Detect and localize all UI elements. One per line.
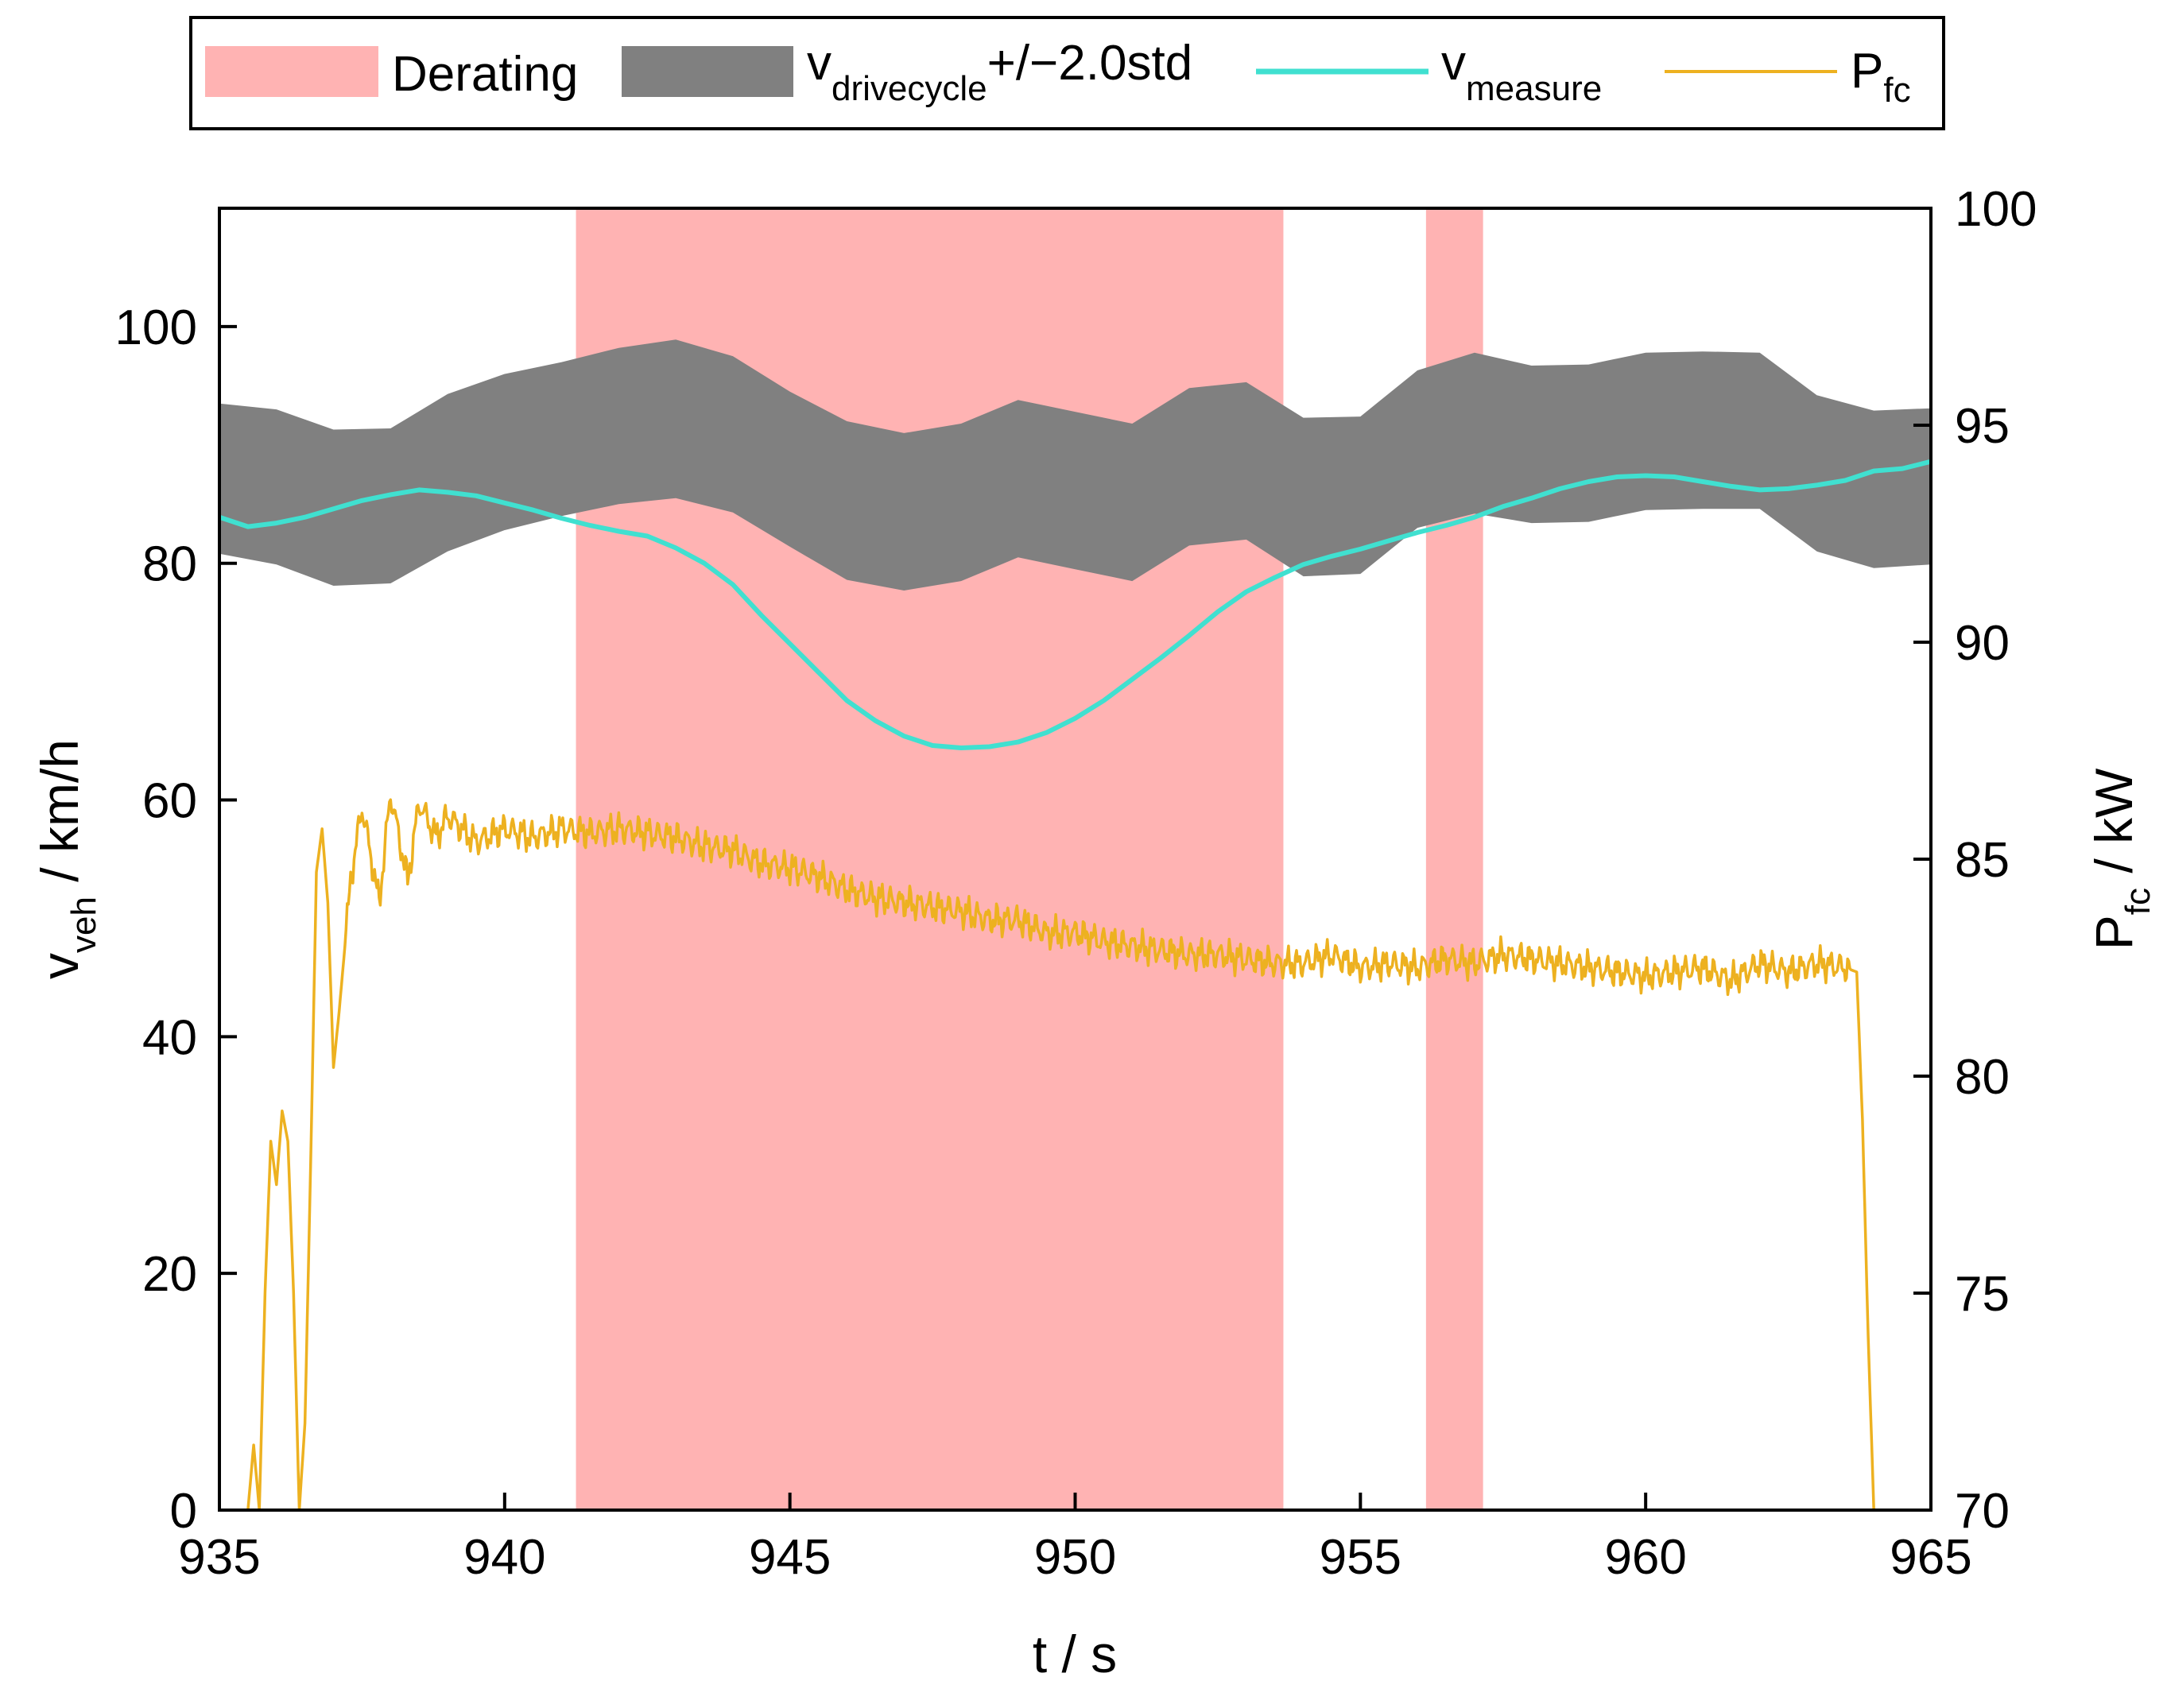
x-tick-label-935: 935	[178, 1530, 260, 1585]
y-axis-right-label-sub: fc	[2119, 888, 2157, 915]
drivecycle-band	[219, 339, 1931, 591]
y-axis-left-label-main: v	[30, 953, 89, 979]
x-tick-label-945: 945	[749, 1530, 831, 1585]
legend-vmeasure-label-sub: measure	[1466, 69, 1602, 108]
legend-derating-label: Derating	[392, 47, 578, 102]
x-tick-label-955: 955	[1320, 1530, 1401, 1585]
x-axis-label: t / s	[1033, 1625, 1117, 1683]
y-axis-right-label-main: P	[2084, 915, 2143, 950]
y-axis-left-label-sub: veh	[64, 897, 103, 953]
legend-pfc-label: Pfc	[1851, 44, 1911, 110]
p-fc-line	[246, 798, 1875, 1510]
y-left-tick-label-40: 40	[142, 1010, 197, 1065]
legend-derating-swatch	[205, 46, 378, 97]
legend-band-label-main: v	[807, 36, 832, 91]
y-right-tick-label-80: 80	[1955, 1050, 2010, 1105]
legend: Derating vdrivecycle+/−2.0std vmeasure P…	[189, 16, 1945, 130]
y-axis-left-label-rest: / km/h	[30, 739, 89, 897]
legend-pfc-label-sub: fc	[1883, 71, 1910, 110]
legend-band-swatch	[622, 46, 793, 97]
y-axis-right-label: Pfc / kW	[2084, 768, 2157, 950]
y-axis-right-label-rest: / kW	[2084, 768, 2143, 888]
y-right-tick-label-70: 70	[1955, 1484, 2010, 1539]
plot-area	[219, 208, 1931, 1510]
x-tick-label-965: 965	[1890, 1530, 1971, 1585]
y-right-tick-label-90: 90	[1955, 616, 2010, 671]
y-right-tick-label-95: 95	[1955, 399, 2010, 454]
axes: 935 940 945 950 955 960 965 0 20 40 60 80 100 70 75 80 8…	[115, 182, 2037, 1585]
legend-vmeasure-label: vmeasure	[1441, 36, 1602, 108]
x-tick-label-950: 950	[1034, 1530, 1116, 1585]
y-left-tick-label-60: 60	[142, 774, 197, 829]
y-left-tick-label-0: 0	[170, 1484, 197, 1539]
y-right-tick-label-85: 85	[1955, 833, 2010, 888]
x-tick-label-940: 940	[463, 1530, 545, 1585]
y-right-tick-label-75: 75	[1955, 1267, 2010, 1322]
v-measure-line	[219, 459, 1931, 750]
legend-pfc-label-main: P	[1851, 44, 1883, 99]
y-right-tick-label-100: 100	[1955, 182, 2037, 237]
legend-band-label-sub: drivecycle	[832, 69, 987, 108]
legend-band-label: vdrivecycle+/−2.0std	[807, 36, 1192, 108]
legend-band-label-suffix: +/−2.0std	[987, 36, 1193, 91]
legend-vmeasure-label-main: v	[1441, 36, 1466, 91]
y-axis-left-label: vveh / km/h	[30, 739, 103, 979]
y-left-tick-label-20: 20	[142, 1247, 197, 1302]
legend-frame	[189, 16, 1945, 130]
y-left-tick-label-100: 100	[115, 300, 197, 355]
x-tick-label-960: 960	[1604, 1530, 1686, 1585]
y-left-tick-label-80: 80	[142, 537, 197, 592]
